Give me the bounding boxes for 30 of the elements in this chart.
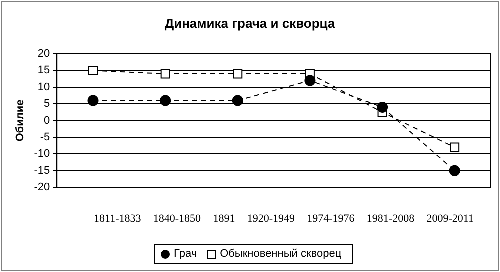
legend-label: Обыкновенный скворец bbox=[220, 248, 342, 260]
text: 1974-1976 bbox=[307, 213, 355, 225]
y-tick-label: -5 bbox=[40, 132, 50, 144]
y-tick-label: 0 bbox=[44, 114, 50, 127]
text: 1840-1850 bbox=[153, 213, 202, 225]
y-tick-label: -10 bbox=[34, 148, 50, 160]
point bbox=[449, 165, 460, 176]
text: 1811-1833 bbox=[94, 213, 142, 225]
point bbox=[233, 69, 243, 79]
text: 2009-2011 bbox=[426, 213, 474, 225]
y-axis-title: Обилие bbox=[14, 100, 27, 142]
y-tick-label: -20 bbox=[34, 182, 50, 194]
y-tick-label: 5 bbox=[44, 98, 50, 110]
legend-label: Грач bbox=[174, 248, 198, 260]
text: 1891 bbox=[213, 213, 236, 225]
text: 1981-2008 bbox=[366, 213, 415, 225]
point bbox=[304, 75, 316, 86]
y-tick-label: 15 bbox=[38, 64, 50, 77]
point bbox=[160, 95, 172, 106]
point bbox=[88, 95, 99, 106]
y-tick-label: -15 bbox=[34, 164, 50, 177]
point bbox=[160, 69, 170, 79]
point bbox=[377, 102, 388, 113]
point bbox=[450, 142, 460, 152]
y-tick-label: 20 bbox=[38, 48, 50, 60]
y-tick-label: 10 bbox=[38, 81, 50, 94]
chart-title: Динамика грача и скворца bbox=[164, 16, 336, 31]
point bbox=[88, 66, 98, 76]
point bbox=[232, 95, 244, 106]
text: 1920-1949 bbox=[247, 213, 295, 225]
